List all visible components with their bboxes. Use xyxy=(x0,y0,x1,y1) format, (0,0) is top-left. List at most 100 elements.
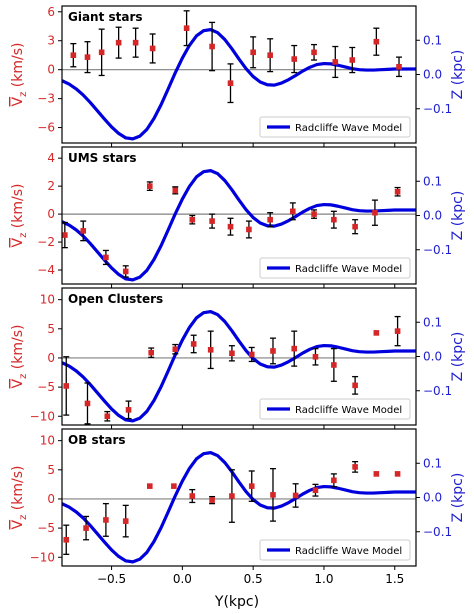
data-point-group xyxy=(98,28,105,77)
data-point xyxy=(209,497,215,503)
right-tick-label: −0.1 xyxy=(423,102,452,116)
right-tick-label: 0.0 xyxy=(423,491,442,505)
data-point xyxy=(104,413,111,420)
data-point-group xyxy=(171,483,177,489)
left-axis-label-subscript: z xyxy=(18,233,29,238)
radcliffe-wave-model-line xyxy=(62,169,416,282)
data-point xyxy=(292,492,299,499)
data-point-group xyxy=(183,10,190,47)
data-point-group xyxy=(292,483,299,508)
data-point-group xyxy=(267,212,274,228)
data-point xyxy=(267,52,273,59)
left-axis-label: Vz (km/s) xyxy=(10,184,29,248)
data-point-group xyxy=(373,471,380,477)
radcliffe-wave-model-line xyxy=(62,28,416,141)
panel-title: UMS stars xyxy=(68,151,137,165)
panel-title: Open Clusters xyxy=(68,292,163,306)
data-point-group xyxy=(352,460,359,473)
x-axis-label: Y(kpc) xyxy=(214,594,259,610)
data-point xyxy=(189,493,196,499)
data-point-group xyxy=(84,382,91,425)
data-point-group xyxy=(209,495,216,505)
data-point xyxy=(189,216,196,223)
data-point-group xyxy=(269,467,276,522)
data-point-group xyxy=(146,483,153,489)
left-tick-label: 2 xyxy=(47,179,55,193)
legend-label: Radcliffe Wave Model xyxy=(295,546,402,557)
data-point xyxy=(103,517,109,523)
data-point xyxy=(227,223,234,230)
right-axis-label: Z (kpc) xyxy=(450,332,466,382)
data-point xyxy=(352,382,358,389)
data-point xyxy=(190,341,197,347)
legend-label: Radcliffe Wave Model xyxy=(295,405,402,416)
data-point-group xyxy=(269,337,276,365)
data-point xyxy=(372,209,378,216)
data-point xyxy=(246,226,252,233)
data-point-group xyxy=(70,42,77,68)
data-point-group xyxy=(394,186,401,197)
data-point-group xyxy=(371,199,378,226)
data-point xyxy=(227,80,234,86)
legend-label: Radcliffe Wave Model xyxy=(295,123,402,134)
data-point-group xyxy=(132,27,139,58)
left-axis-label: Vz (km/s) xyxy=(10,466,29,530)
data-point-group xyxy=(312,483,319,497)
data-point-group xyxy=(248,470,255,502)
data-point xyxy=(149,45,156,52)
radcliffe-wave-model-line xyxy=(62,310,416,423)
legend-box xyxy=(259,116,411,138)
data-point-group xyxy=(248,346,255,363)
data-point-group xyxy=(332,45,339,79)
legend-box xyxy=(259,257,411,279)
right-tick-label: −0.1 xyxy=(423,525,452,539)
data-point-group xyxy=(291,330,298,367)
left-axis-label-unit: (km/s) xyxy=(10,43,26,92)
data-point xyxy=(373,330,380,336)
legend-box xyxy=(259,539,411,561)
data-point xyxy=(250,49,256,56)
data-point xyxy=(171,483,177,489)
data-point xyxy=(312,353,319,360)
right-tick-label: 0.0 xyxy=(423,209,442,223)
data-point-group xyxy=(102,502,109,537)
data-point-group xyxy=(122,504,129,538)
data-point-group xyxy=(209,21,216,72)
data-point-group xyxy=(267,38,274,73)
data-point-group xyxy=(311,43,318,61)
left-tick-label: −2 xyxy=(37,235,55,249)
right-tick-label: 0.1 xyxy=(423,33,442,47)
data-point-group xyxy=(102,249,109,266)
data-point xyxy=(394,188,401,195)
left-axis-label-symbol: V xyxy=(10,378,26,388)
right-axis-label: Z (kpc) xyxy=(450,50,466,100)
data-point-group xyxy=(63,356,70,416)
plot-area xyxy=(62,10,416,141)
data-point-group xyxy=(396,56,403,78)
data-point xyxy=(332,59,339,65)
data-point xyxy=(373,38,380,45)
panel-4: OB stars −10 −5 0 5 10 −0.1 0.0 0.1 Vz (km/s) Z (k… xyxy=(10,428,466,570)
data-point xyxy=(248,483,255,489)
data-point xyxy=(311,211,317,217)
data-point xyxy=(352,223,358,230)
data-point-group xyxy=(189,214,196,225)
data-point-group xyxy=(62,221,68,249)
data-point xyxy=(80,228,87,234)
right-tick-label: −0.1 xyxy=(423,243,452,257)
data-point xyxy=(122,268,129,275)
left-axis-label-unit: (km/s) xyxy=(10,184,26,233)
data-point xyxy=(83,525,89,531)
data-point xyxy=(103,254,109,261)
plot-area xyxy=(62,451,416,564)
right-tick-label: 0.1 xyxy=(423,456,442,470)
left-tick-label: −10 xyxy=(30,550,55,564)
data-point-group xyxy=(122,265,129,278)
legend-box xyxy=(259,398,411,420)
left-axis-label-symbol: V xyxy=(10,519,26,529)
right-tick-label: 0.1 xyxy=(423,315,442,329)
data-point xyxy=(63,383,70,389)
right-tick-label: 0.0 xyxy=(423,68,442,82)
left-axis-label: Vz (km/s) xyxy=(10,43,29,107)
data-point-group xyxy=(311,209,318,219)
